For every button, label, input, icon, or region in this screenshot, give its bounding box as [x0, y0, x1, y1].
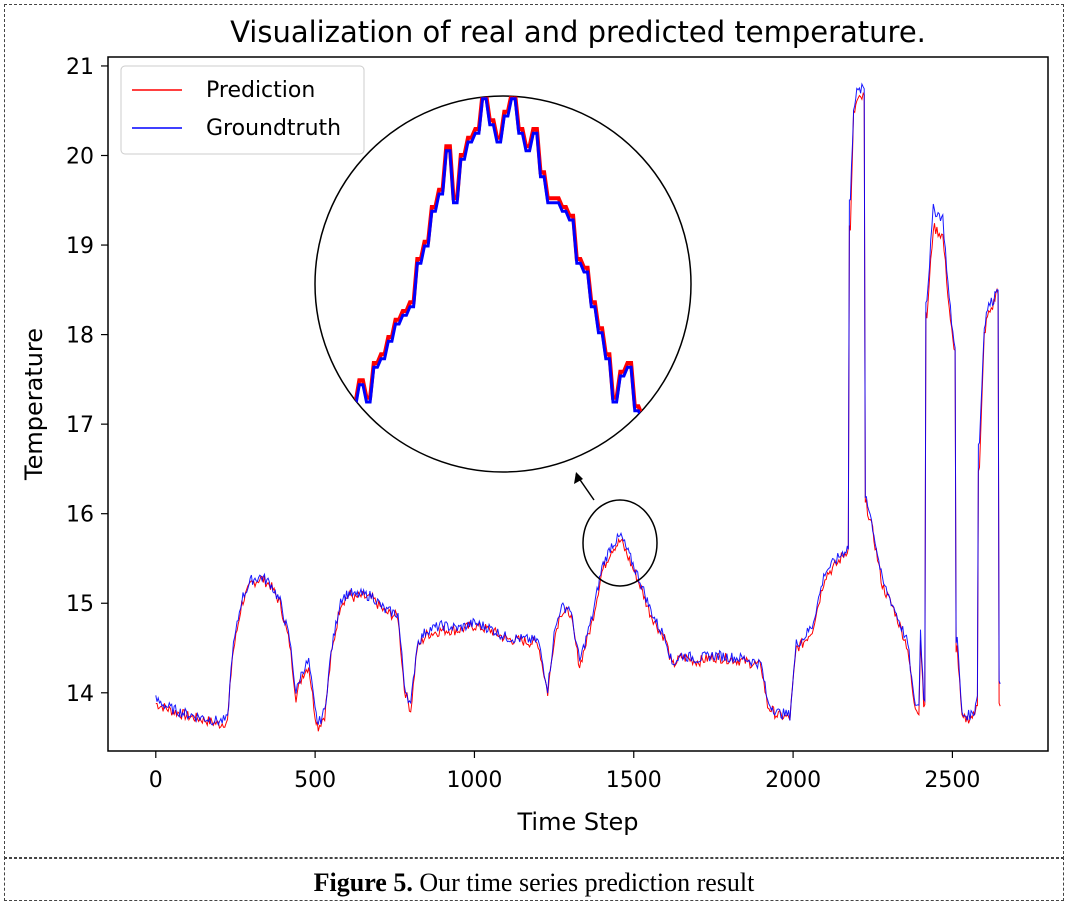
- series-line-prediction: [155, 91, 1001, 732]
- legend-box: [120, 65, 365, 155]
- y-tick-label: 17: [66, 413, 94, 438]
- x-tick-label: 1500: [606, 768, 662, 793]
- x-axis: 0 500 1000 1500 2000 2500: [149, 751, 980, 793]
- series-layer: [155, 82, 1001, 732]
- inset-circle: [314, 95, 692, 473]
- series-line-groundtruth: [155, 82, 1001, 726]
- x-axis-label: Time Step: [516, 808, 638, 836]
- x-tick-label: 2500: [924, 768, 980, 793]
- inset-magnifier: [314, 95, 692, 473]
- x-tick-label: 500: [294, 768, 336, 793]
- x-tick-label: 0: [149, 768, 163, 793]
- inset-series: [352, 96, 644, 420]
- y-tick-label: 20: [66, 145, 94, 170]
- caption-label: Figure 5.: [313, 868, 413, 897]
- chart-title: Visualization of real and predicted temp…: [230, 15, 926, 49]
- legend-label-groundtruth: Groundtruth: [206, 116, 341, 141]
- x-tick-label: 2000: [765, 768, 821, 793]
- inset-line-groundtruth: [352, 97, 644, 420]
- zoom-arrow-head: [574, 472, 583, 484]
- y-axis: 14 15 16 17 18 19 20 21: [66, 55, 108, 707]
- y-tick-label: 16: [66, 503, 94, 528]
- zoom-region-marker: [582, 499, 658, 587]
- legend: Prediction Groundtruth: [120, 65, 365, 155]
- y-axis-label: Temperature: [20, 328, 48, 481]
- caption-text: Our time series prediction result: [412, 868, 755, 897]
- figure-caption: Figure 5. Our time series prediction res…: [0, 868, 1068, 898]
- y-tick-label: 14: [66, 682, 94, 707]
- y-tick-label: 21: [66, 55, 94, 80]
- chart: 0 500 1000 1500 2000 2500 14 15 16 17 18 19 20 21 Vi…: [20, 15, 1049, 836]
- figure-border: [4, 4, 1064, 859]
- legend-label-prediction: Prediction: [206, 78, 315, 103]
- y-tick-label: 15: [66, 592, 94, 617]
- y-tick-label: 18: [66, 324, 94, 349]
- y-tick-label: 19: [66, 234, 94, 259]
- x-tick-label: 1000: [446, 768, 502, 793]
